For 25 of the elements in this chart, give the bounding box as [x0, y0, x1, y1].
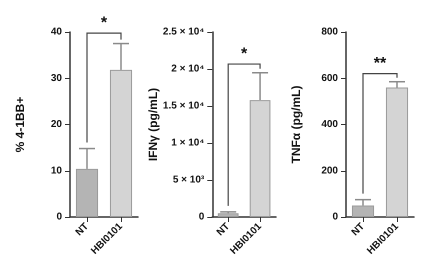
text: * — [100, 14, 108, 32]
y-tick-label: 2.5 × 10⁴ — [162, 26, 204, 38]
annotation: * — [241, 46, 248, 63]
y-tick-label: 0 — [56, 212, 62, 222]
annotation: ** — [374, 55, 387, 72]
y-tick-label: 10 — [50, 165, 62, 176]
y-tick-label: 1.5 × 10⁴ — [162, 100, 204, 112]
y-axis-title: TNFα (pg/mL) — [289, 85, 303, 164]
y-tick-label: 0 — [198, 212, 205, 222]
y-axis-title: IFNγ (pg/mL) — [146, 88, 160, 162]
y-tick-label: 400 — [321, 119, 338, 130]
y-tick-label: 0 — [332, 212, 338, 222]
y-tick-label: 30 — [50, 72, 62, 84]
y-tick-label: 1 × 10⁴ — [171, 138, 204, 148]
y-axis-title: % 4-1BB+ — [13, 96, 27, 152]
y-tick-label: 40 — [50, 26, 62, 38]
y-tick-label: 2 × 10⁴ — [171, 64, 204, 74]
x-tick-label: NT — [74, 221, 91, 238]
y-tick-label: 20 — [50, 119, 62, 130]
y-tick-label: 200 — [321, 165, 338, 176]
y-tick-label: 600 — [321, 72, 338, 84]
x-tick-label: NT — [214, 221, 232, 238]
y-tick-label: 800 — [321, 26, 338, 38]
y-tick-label: 5 × 10³ — [172, 174, 205, 186]
x-tick-label: NT — [350, 221, 367, 238]
